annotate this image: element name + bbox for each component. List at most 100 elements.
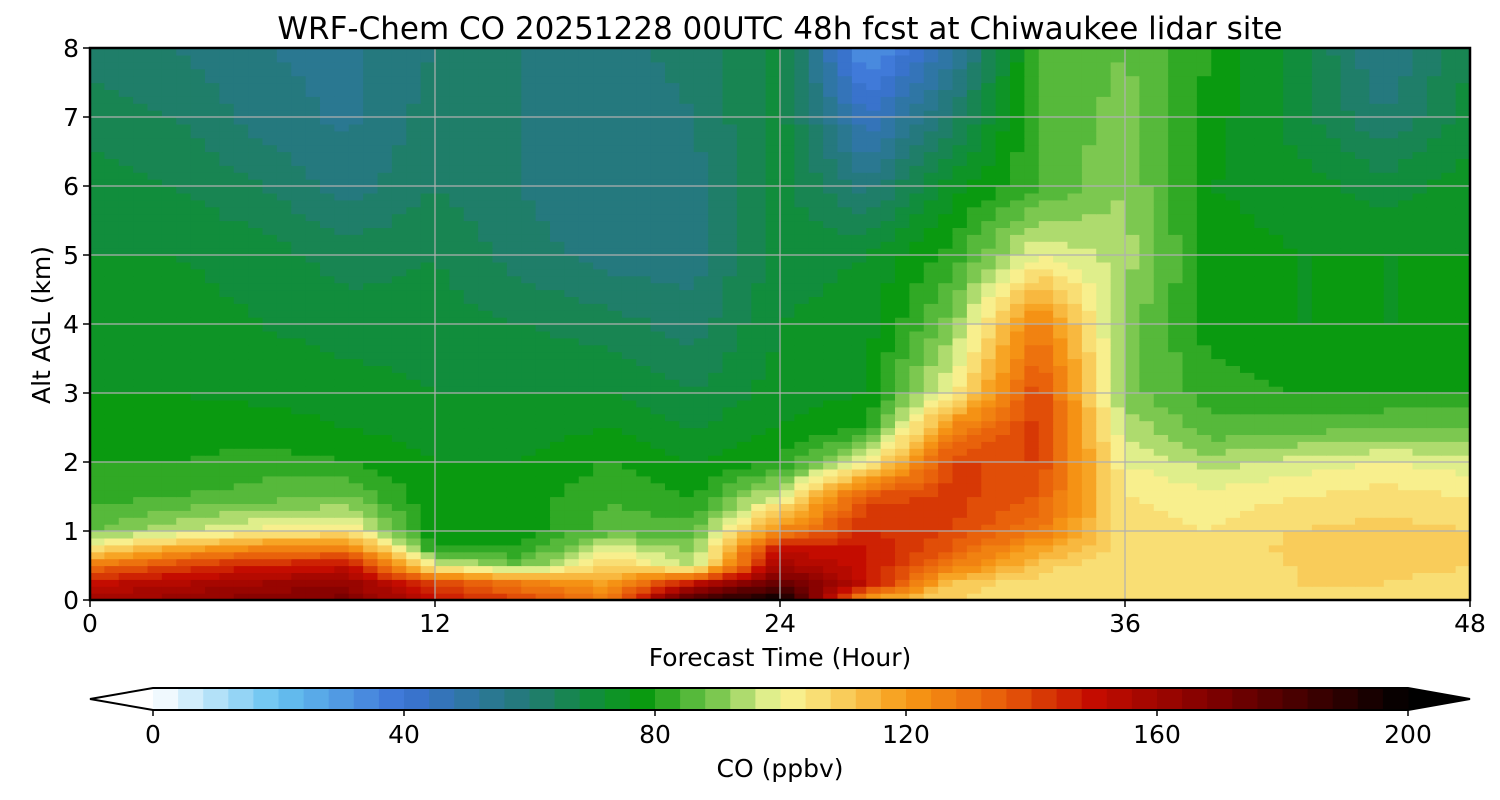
heat-cell: [1240, 248, 1255, 256]
heat-cell: [406, 303, 422, 311]
heat-cell: [1369, 434, 1385, 442]
heat-cell: [981, 310, 997, 318]
heat-cell: [837, 296, 853, 304]
heat-cell: [1153, 537, 1169, 546]
heat-cell: [636, 344, 652, 353]
heat-cell: [895, 406, 910, 415]
heat-cell: [248, 351, 264, 360]
heat-cell: [736, 310, 752, 318]
heat-cell: [1038, 544, 1054, 553]
heat-cell: [1426, 503, 1442, 511]
heat-cell: [248, 551, 264, 560]
heat-cell: [909, 248, 925, 256]
heat-cell: [276, 248, 292, 256]
heat-cell: [765, 268, 781, 277]
heat-cell: [1268, 475, 1284, 484]
heat-cell: [1225, 413, 1241, 422]
heat-cell: [1355, 330, 1370, 339]
heat-cell: [650, 551, 666, 560]
heat-cell: [564, 248, 580, 256]
heat-cell: [780, 579, 795, 587]
heat-cell: [679, 579, 695, 587]
heat-cell: [1283, 399, 1299, 408]
heat-cell: [1311, 261, 1327, 270]
heat-cell: [636, 317, 652, 325]
heat-cell: [1311, 241, 1327, 249]
heat-cell: [363, 268, 379, 277]
heat-cell: [1153, 579, 1169, 587]
heat-cell: [981, 248, 997, 256]
heat-cell: [751, 365, 767, 373]
heat-cell: [1211, 317, 1227, 325]
heat-cell: [133, 289, 149, 297]
heat-cell: [1412, 503, 1428, 511]
heat-cell: [550, 448, 565, 456]
heat-cell: [449, 503, 465, 511]
heat-cell: [521, 531, 537, 539]
heat-cell: [808, 448, 824, 456]
heat-cell: [607, 572, 623, 580]
heat-cell: [161, 255, 177, 263]
heat-cell: [478, 275, 494, 284]
heat-cell: [1441, 551, 1457, 560]
heat-cell: [276, 372, 292, 380]
heat-cell: [1182, 344, 1198, 353]
heat-cell: [1297, 365, 1313, 373]
heat-cell: [219, 282, 235, 291]
heat-cell: [1110, 261, 1126, 270]
heat-cell: [895, 261, 910, 270]
heat-cell: [305, 248, 321, 256]
heat-cell: [650, 503, 666, 511]
heat-cell: [1426, 496, 1442, 504]
heat-cell: [334, 413, 350, 422]
heat-cell: [176, 434, 192, 442]
heat-cell: [1455, 510, 1471, 518]
heat-cell: [1067, 406, 1083, 415]
heat-cell: [406, 448, 422, 456]
heat-cell: [650, 289, 666, 297]
heat-cell: [377, 337, 393, 346]
heat-cell: [248, 482, 264, 491]
heat-cell: [320, 248, 335, 256]
heat-cell: [808, 427, 824, 435]
heat-cell: [377, 241, 393, 249]
heat-cell: [751, 324, 767, 332]
heat-cell: [952, 537, 968, 546]
heat-cell: [981, 337, 997, 346]
heat-cell: [578, 289, 594, 297]
heat-cell: [550, 517, 565, 525]
heat-cell: [1010, 468, 1025, 477]
heat-cell: [90, 413, 105, 422]
heat-cell: [118, 310, 134, 318]
heat-cell: [708, 593, 724, 601]
heat-cell: [880, 248, 896, 256]
heat-cell: [981, 413, 997, 422]
heat-cell: [952, 310, 968, 318]
heat-cell: [679, 379, 695, 387]
heat-cell: [406, 372, 422, 380]
heat-cell: [995, 434, 1011, 442]
heat-cell: [248, 268, 264, 277]
heat-cell: [794, 406, 810, 415]
heat-cell: [880, 537, 896, 546]
heat-cell: [535, 448, 551, 456]
heat-cell: [1096, 586, 1112, 594]
heat-cell: [147, 468, 163, 477]
heat-cell: [1455, 544, 1471, 553]
heat-cell: [966, 579, 982, 587]
heat-cell: [837, 468, 853, 477]
heat-cell: [794, 393, 810, 401]
heat-cell: [1153, 379, 1169, 387]
heat-cell: [478, 241, 494, 249]
heat-cell: [248, 510, 264, 518]
heat-cell: [305, 386, 321, 394]
heat-cell: [938, 275, 954, 284]
heat-cell: [1038, 510, 1054, 518]
heat-cell: [1254, 337, 1270, 346]
heat-cell: [1254, 593, 1270, 601]
heat-cell: [636, 248, 652, 256]
heat-cell: [636, 579, 652, 587]
heat-cell: [550, 537, 565, 546]
heat-cell: [578, 379, 594, 387]
heat-cell: [593, 399, 609, 408]
